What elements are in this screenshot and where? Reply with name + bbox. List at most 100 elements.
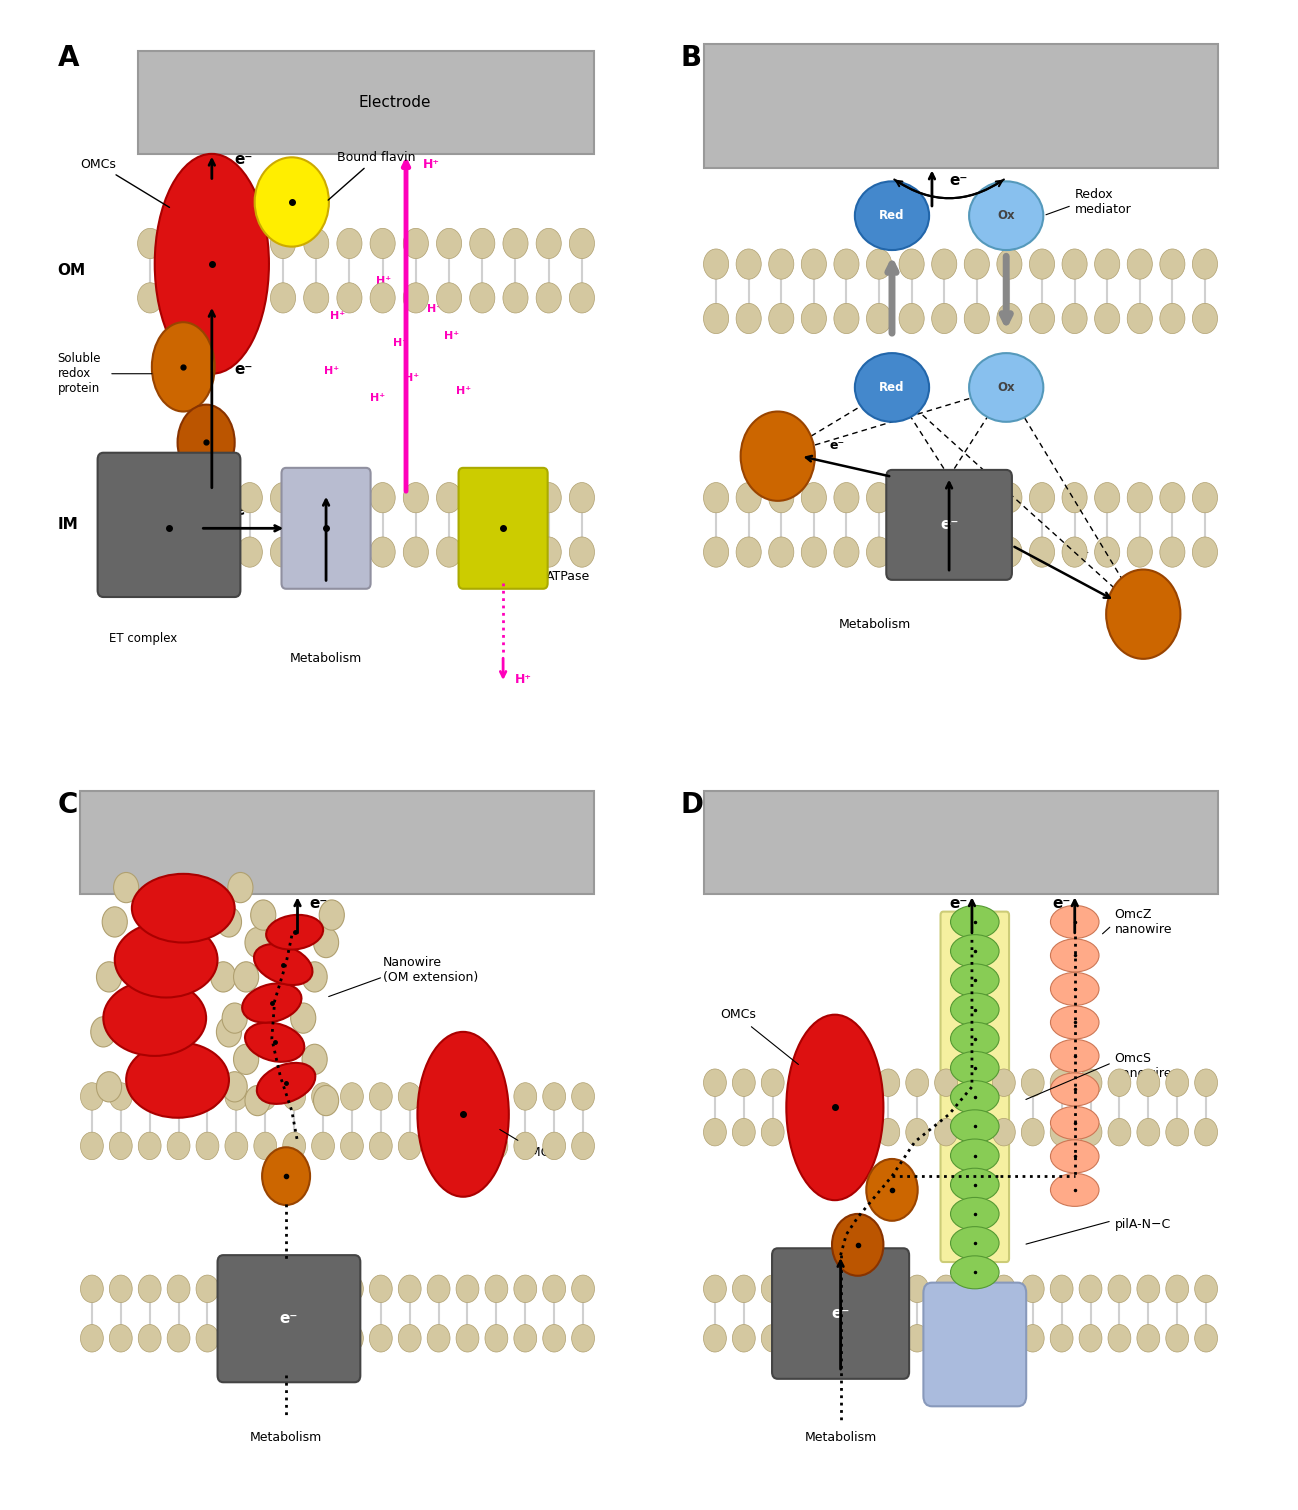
Circle shape (848, 1274, 871, 1303)
Circle shape (398, 1083, 421, 1110)
FancyBboxPatch shape (887, 470, 1012, 580)
Circle shape (314, 927, 339, 957)
Circle shape (283, 1083, 305, 1110)
Circle shape (906, 1069, 928, 1096)
Circle shape (312, 1324, 335, 1351)
Circle shape (427, 1324, 450, 1351)
Circle shape (570, 483, 594, 513)
Circle shape (270, 228, 296, 258)
Circle shape (404, 538, 428, 568)
Circle shape (204, 538, 230, 568)
Circle shape (398, 1274, 421, 1303)
Circle shape (833, 249, 859, 279)
Text: Redox
mediator: Redox mediator (1075, 187, 1132, 216)
Circle shape (80, 1324, 104, 1351)
Circle shape (866, 1160, 918, 1220)
Circle shape (319, 900, 344, 930)
Circle shape (732, 1324, 755, 1351)
Circle shape (935, 1324, 958, 1351)
Circle shape (1137, 1069, 1159, 1096)
Circle shape (502, 228, 528, 258)
Circle shape (340, 1132, 363, 1160)
Circle shape (993, 1069, 1015, 1096)
Circle shape (1050, 1274, 1073, 1303)
Circle shape (993, 1324, 1015, 1351)
Circle shape (340, 1274, 363, 1303)
Circle shape (768, 483, 794, 513)
Circle shape (1079, 1274, 1102, 1303)
Circle shape (833, 304, 859, 334)
Circle shape (312, 1274, 335, 1303)
Circle shape (900, 483, 924, 513)
Circle shape (704, 304, 728, 334)
Ellipse shape (1050, 1107, 1099, 1140)
Circle shape (736, 538, 761, 568)
Text: Metabolism: Metabolism (805, 1430, 876, 1444)
Circle shape (571, 1274, 594, 1303)
Ellipse shape (950, 1197, 999, 1231)
Circle shape (704, 483, 728, 513)
Circle shape (867, 483, 892, 513)
Circle shape (704, 1119, 727, 1146)
Circle shape (370, 1324, 392, 1351)
Circle shape (932, 249, 957, 279)
Circle shape (270, 538, 296, 568)
Text: B: B (680, 44, 702, 72)
Circle shape (340, 1083, 363, 1110)
Ellipse shape (950, 906, 999, 938)
Text: Red: Red (879, 381, 905, 394)
Text: Red: Red (879, 210, 905, 222)
Circle shape (370, 228, 395, 258)
Text: D: D (680, 791, 704, 820)
Circle shape (238, 282, 262, 313)
Ellipse shape (950, 963, 999, 997)
Ellipse shape (1050, 1006, 1099, 1039)
Ellipse shape (266, 915, 323, 950)
Ellipse shape (950, 1081, 999, 1113)
Ellipse shape (243, 983, 301, 1022)
Circle shape (801, 304, 827, 334)
Text: IM: IM (57, 518, 78, 533)
Circle shape (964, 538, 989, 568)
Circle shape (819, 1069, 842, 1096)
Circle shape (427, 1132, 450, 1160)
Circle shape (997, 304, 1022, 334)
Circle shape (1127, 483, 1153, 513)
Circle shape (283, 1132, 305, 1160)
Circle shape (1193, 538, 1218, 568)
Circle shape (900, 538, 924, 568)
Circle shape (283, 1274, 305, 1303)
FancyBboxPatch shape (97, 453, 240, 596)
Text: pilA-N−C: pilA-N−C (1115, 1217, 1171, 1231)
Circle shape (1127, 249, 1153, 279)
Circle shape (283, 1324, 305, 1351)
Circle shape (1166, 1324, 1189, 1351)
Circle shape (370, 538, 395, 568)
Circle shape (228, 873, 253, 903)
Circle shape (204, 228, 230, 258)
Circle shape (1022, 1069, 1044, 1096)
Circle shape (254, 1324, 276, 1351)
Circle shape (741, 412, 815, 501)
Circle shape (867, 304, 892, 334)
Circle shape (1166, 1274, 1189, 1303)
Circle shape (502, 282, 528, 313)
FancyBboxPatch shape (704, 44, 1218, 168)
Circle shape (1137, 1324, 1159, 1351)
Circle shape (210, 962, 236, 992)
Circle shape (1022, 1274, 1044, 1303)
Ellipse shape (245, 1022, 304, 1062)
Circle shape (167, 1132, 190, 1160)
Circle shape (1106, 569, 1180, 658)
Circle shape (571, 1324, 594, 1351)
Circle shape (571, 1132, 594, 1160)
Circle shape (398, 1324, 421, 1351)
Text: Bound flavin: Bound flavin (328, 151, 415, 201)
FancyBboxPatch shape (218, 1255, 361, 1382)
Text: A: A (57, 44, 79, 72)
Circle shape (436, 228, 462, 258)
Circle shape (906, 1119, 928, 1146)
Circle shape (900, 304, 924, 334)
FancyBboxPatch shape (923, 1282, 1027, 1406)
Text: Electrode: Electrode (358, 95, 431, 110)
